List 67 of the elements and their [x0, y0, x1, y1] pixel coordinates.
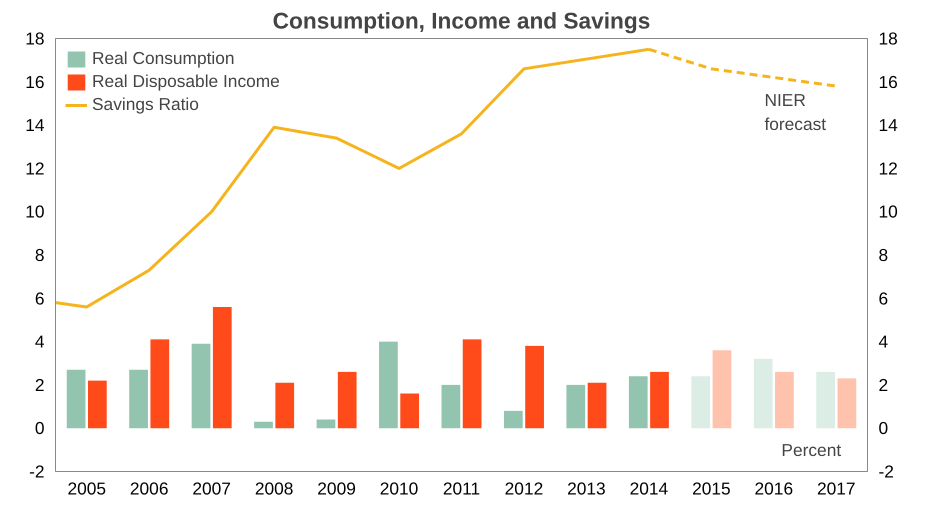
y2-tick-label: 0	[878, 418, 888, 438]
bar	[566, 384, 586, 428]
y-tick-label: 6	[34, 288, 45, 308]
bar	[691, 376, 710, 428]
y-tick-label: 14	[25, 115, 45, 136]
y-tick-label: 16	[25, 72, 45, 92]
x-tick-label: 2006	[130, 478, 168, 498]
y-tick-label: 2	[34, 374, 45, 395]
bar	[650, 372, 669, 428]
bar	[129, 370, 148, 428]
y2-tick-label: 14	[878, 115, 898, 136]
y2-tick-label: 10	[878, 202, 898, 222]
y-tick-label: 4	[34, 332, 45, 352]
bar	[628, 376, 648, 428]
y2-tick-label: 2	[878, 374, 888, 395]
y2-tick-label: 12	[878, 158, 898, 178]
y-tick-label: 10	[25, 202, 45, 222]
y2-tick-label: 18	[878, 28, 898, 48]
y-tick-label: -2	[29, 462, 45, 482]
y-tick-label: 8	[34, 245, 45, 265]
x-tick-label: 2016	[754, 478, 794, 498]
x-tick-label: 2007	[192, 478, 231, 498]
bar	[838, 378, 856, 428]
bar	[150, 339, 170, 428]
x-tick-label: 2017	[816, 478, 856, 498]
legend-label: Real Disposable Income	[92, 71, 280, 92]
bar	[192, 344, 210, 428]
x-tick-label: 2008	[254, 478, 294, 498]
y2-tick-label: 4	[878, 332, 888, 352]
bar	[254, 422, 273, 428]
x-tick-label: 2011	[442, 478, 480, 498]
legend-label: Savings Ratio	[92, 94, 199, 115]
y-tick-label: 12	[25, 158, 45, 178]
bar	[88, 380, 107, 428]
bar	[712, 350, 732, 428]
x-tick-label: 2015	[692, 478, 731, 498]
x-tick-label: 2010	[380, 478, 418, 498]
bar	[754, 358, 773, 428]
bar	[275, 382, 294, 428]
y2-tick-label: -2	[878, 462, 894, 482]
bar	[338, 372, 357, 428]
y2-tick-label: 16	[878, 72, 898, 92]
bar	[775, 372, 794, 428]
bar	[442, 384, 460, 428]
bar	[212, 306, 232, 428]
chart-title: Consumption, Income and Savings	[272, 8, 650, 34]
x-tick-label: 2005	[67, 478, 106, 498]
bar	[588, 382, 606, 428]
annotation: Percent	[781, 440, 842, 460]
x-tick-label: 2009	[317, 478, 356, 498]
bar	[525, 346, 544, 428]
bar	[379, 342, 398, 428]
x-tick-label: 2012	[504, 478, 544, 498]
x-tick-label: 2013	[567, 478, 606, 498]
annotation: NIER forecast	[764, 90, 826, 134]
y2-tick-label: 6	[878, 288, 888, 308]
y-tick-label: 0	[34, 418, 45, 438]
y2-tick-label: 8	[878, 245, 888, 265]
bar	[66, 370, 86, 428]
bar	[816, 372, 836, 428]
x-tick-label: 2014	[630, 478, 669, 498]
bar	[400, 394, 420, 428]
bar	[316, 420, 336, 428]
y-tick-label: 18	[25, 28, 45, 48]
legend-label: Real Consumption	[92, 48, 235, 69]
bar	[462, 339, 482, 428]
bar	[504, 410, 523, 428]
